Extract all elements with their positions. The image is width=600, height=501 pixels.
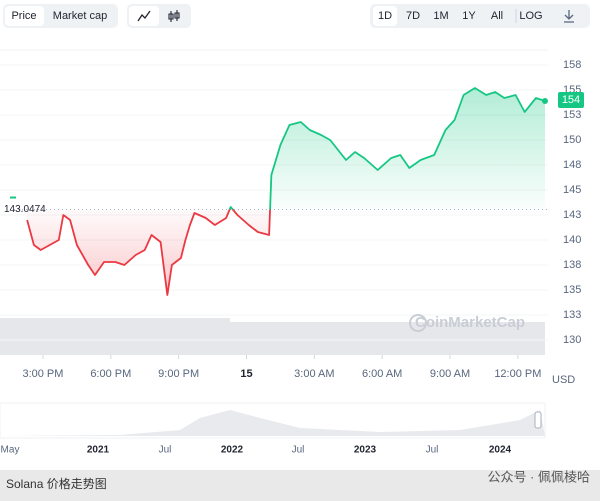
y-tick-label: 133 (563, 309, 581, 321)
navigator-label: Jul (292, 445, 305, 456)
y-tick-label: 140 (563, 234, 581, 246)
y-tick-label: 143 (563, 209, 581, 221)
source-watermark: 公众号 · 佩佩棱哈 (487, 469, 590, 484)
caption: Solana 价格走势图 (6, 476, 107, 491)
navigator-handle[interactable] (534, 411, 542, 429)
baseline-marker (10, 196, 16, 199)
x-tick-label: 15 (240, 368, 252, 380)
x-tick-label: 6:00 AM (362, 368, 402, 380)
x-tick-label: 12:00 PM (494, 368, 541, 380)
range-button[interactable]: 1D (378, 10, 392, 22)
y-tick-label: 135 (563, 284, 581, 296)
navigator-label: 2022 (221, 445, 244, 456)
range-button[interactable]: 1M (433, 10, 448, 22)
navigator-label: Jul (159, 445, 172, 456)
watermark: CoinMarketCap (415, 314, 525, 331)
active-metric (5, 6, 44, 26)
price-area (27, 88, 546, 295)
footer (0, 470, 600, 501)
range-button[interactable]: All (491, 10, 503, 22)
metric-button[interactable]: Market cap (53, 10, 107, 22)
y-tick-label: 138 (563, 259, 581, 271)
range-button[interactable]: 1Y (462, 10, 476, 22)
price-line (26, 87, 546, 296)
navigator-label: May (1, 445, 20, 456)
y-tick-label: 130 (563, 334, 581, 346)
download-icon[interactable] (564, 10, 574, 23)
price-tag-label: 154 (562, 94, 580, 106)
navigator-label: Jul (426, 445, 439, 456)
y-tick-label: 145 (563, 184, 581, 196)
line-icon (137, 10, 151, 22)
range-button[interactable]: LOG (519, 10, 542, 22)
range-button[interactable]: 7D (406, 10, 420, 22)
active-range (373, 6, 397, 26)
navigator-label: 2023 (354, 445, 377, 456)
price-tag (558, 92, 584, 108)
navigator-label: 2021 (87, 445, 110, 456)
metric-button[interactable]: Price (11, 10, 36, 22)
line-style-button[interactable] (129, 6, 159, 26)
last-point (542, 98, 548, 104)
range-switch (370, 4, 590, 28)
volume-band (0, 318, 545, 355)
y-tick-label: 150 (563, 134, 581, 146)
navigator-label: 2024 (489, 445, 512, 456)
candle-icon[interactable] (168, 10, 180, 22)
watermark-logo (409, 314, 427, 332)
x-tick-label: 9:00 AM (430, 368, 470, 380)
x-tick-label: 9:00 PM (158, 368, 199, 380)
x-tick-label: 6:00 PM (90, 368, 131, 380)
y-unit: USD (552, 374, 575, 386)
y-tick-label: 158 (563, 59, 581, 71)
y-tick-label: 153 (563, 109, 581, 121)
y-tick-label: 148 (563, 159, 581, 171)
navigator-area (0, 410, 545, 436)
baseline-label: 143.0474 (4, 204, 46, 215)
x-tick-label: 3:00 AM (294, 368, 334, 380)
x-tick-label: 3:00 PM (22, 368, 63, 380)
